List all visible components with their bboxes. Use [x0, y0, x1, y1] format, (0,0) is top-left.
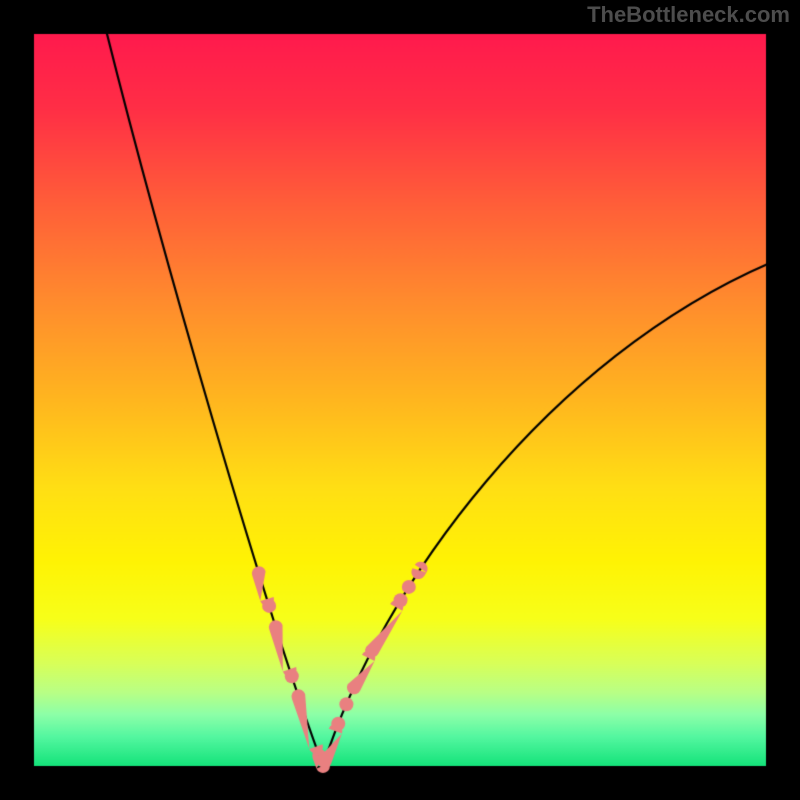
watermark-text: TheBottleneck.com: [587, 2, 790, 28]
bottleneck-curve: [0, 0, 800, 800]
chart-stage: TheBottleneck.com: [0, 0, 800, 800]
